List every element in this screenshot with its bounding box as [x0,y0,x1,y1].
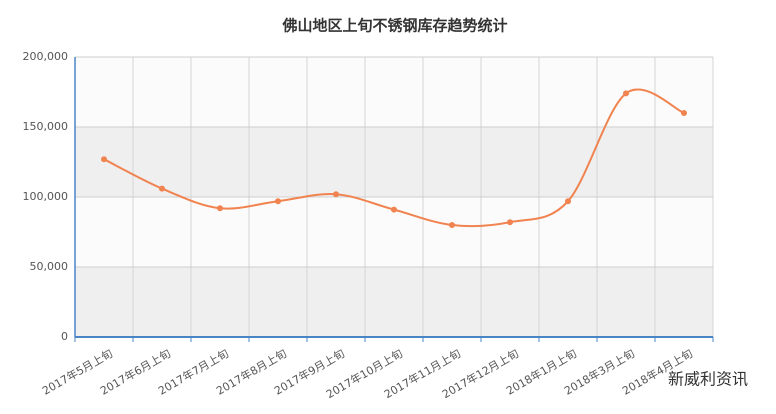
line [103,88,685,228]
y-tick-label: 150,000 [23,120,69,133]
y-tick-label: 50,000 [30,260,69,273]
grid-band [75,267,713,337]
point [507,219,513,226]
point [275,198,281,205]
grid-band [75,127,713,197]
point [681,110,687,116]
y-tick-label: 100,000 [23,190,69,203]
y-tick-label: 0 [61,330,68,343]
point [101,156,107,163]
point [623,90,629,97]
y-tick-label: 200,000 [23,50,69,63]
plot-layer: 050,000100,000150,000200,0002017年5月上旬201… [23,50,714,401]
point [159,185,165,192]
point [333,191,339,198]
point [217,205,223,212]
grid-band [75,57,713,127]
watermark: 新威利资讯 [668,370,748,389]
point [449,222,455,228]
chart-title: 佛山地区上旬不锈钢库存趋势统计 [281,17,507,35]
point [391,206,397,213]
point [565,198,571,205]
